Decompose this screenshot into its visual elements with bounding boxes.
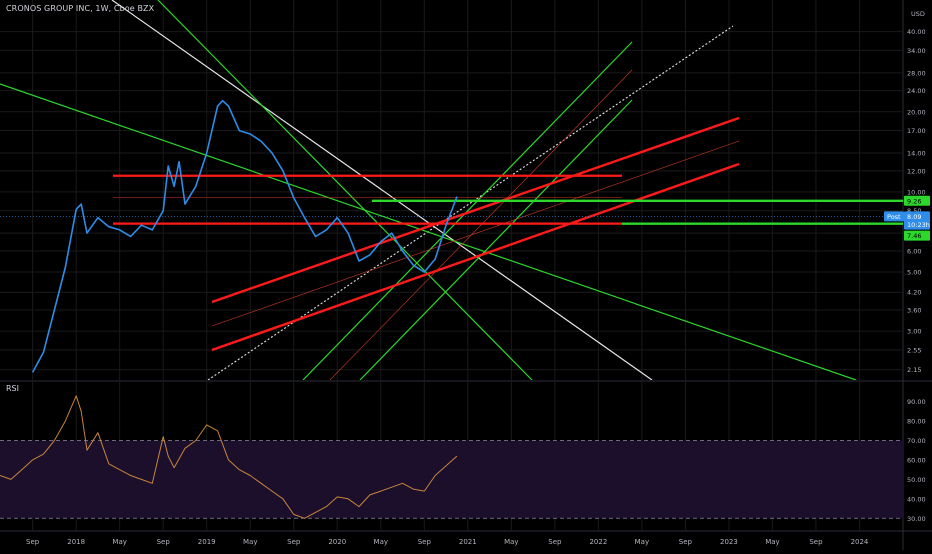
rsi-y-tick-label: 60.00 <box>907 456 926 464</box>
white-dotted-trendline <box>207 25 734 380</box>
rsi-y-tick-label: 50.00 <box>907 476 926 484</box>
trendline-group <box>0 0 903 380</box>
y-tick-label: 2.15 <box>907 366 921 374</box>
axis-layer: Sep 2018 May Sep 2019 May Sep 2020 May Sep 2021 May… <box>26 10 926 546</box>
rsi-y-tick-label: 40.00 <box>907 495 926 503</box>
y-tick-label: 17.00 <box>907 127 926 135</box>
x-tick-label: 2018 <box>67 538 85 546</box>
y-tick-label: 3.60 <box>907 307 921 315</box>
price-label-box <box>904 195 930 206</box>
x-tick-label: 2023 <box>720 538 738 546</box>
rsi-y-tick-label: 80.00 <box>907 418 926 426</box>
x-tick-label: May <box>504 538 518 546</box>
y-tick-label: 28.00 <box>907 69 926 77</box>
y-tick-label: 40.00 <box>907 28 926 36</box>
y-tick-label: 20.00 <box>907 108 926 116</box>
x-tick-label: Sep <box>287 538 301 546</box>
y-tick-label: 3.00 <box>907 328 921 336</box>
x-tick-label: Sep <box>548 538 562 546</box>
price-label-green: 10:23h <box>904 219 930 230</box>
price-label-green: 9.26 <box>904 195 930 206</box>
y-tick-label: 2.55 <box>907 346 921 354</box>
y-tick-label: 24.00 <box>907 87 926 95</box>
green-rising-trendline <box>359 99 633 380</box>
trendline-layer <box>0 0 903 380</box>
green-steep-trendline <box>157 0 533 380</box>
price-label-text: Post <box>887 213 901 221</box>
red-rising-trendline <box>211 116 740 304</box>
rsi-y-tick-label: 90.00 <box>907 398 926 406</box>
x-tick-label: May <box>765 538 779 546</box>
rsi-series-line <box>0 395 458 519</box>
price-label-box <box>904 211 930 222</box>
price-label-post: Post <box>884 211 904 222</box>
price-series-line <box>31 99 458 373</box>
x-tick-label: 2022 <box>589 538 607 546</box>
red-rising-trendline <box>211 162 740 352</box>
y-tick-label: 14.00 <box>907 150 926 158</box>
price-label-layer: 9.26 8.09 Post 10:23h 7.46 <box>884 195 930 241</box>
y-tick-label: 8.50 <box>907 207 921 215</box>
price-label-text: 7.46 <box>907 232 921 240</box>
x-tick-label: May <box>374 538 388 546</box>
x-tick-label: May <box>112 538 126 546</box>
price-label-price: 8.09 <box>904 211 930 222</box>
thin-red-trendline <box>211 140 740 327</box>
rsi-y-tick-label: 30.00 <box>907 515 926 523</box>
x-tick-label: 2024 <box>851 538 869 546</box>
x-tick-label: Sep <box>418 538 432 546</box>
currency-label: USD <box>911 10 925 18</box>
white-trendline <box>111 0 653 380</box>
y-tick-label: 12.00 <box>907 167 926 175</box>
rsi-y-tick-label: 70.00 <box>907 437 926 445</box>
price-label-green: 7.46 <box>904 230 930 241</box>
green-long-trendline <box>0 83 857 380</box>
green-rising-trendline <box>302 41 633 380</box>
y-tick-label: 6.00 <box>907 247 921 255</box>
price-label-box <box>904 219 930 230</box>
price-label-text: 10:23h <box>907 221 930 229</box>
y-tick-label: 5.00 <box>907 269 921 277</box>
rsi-title: RSI <box>6 384 19 393</box>
x-tick-label: 2020 <box>328 538 346 546</box>
series-layer <box>0 99 458 519</box>
price-label-text: 9.26 <box>907 197 921 205</box>
rsi-band-layer <box>0 440 903 519</box>
price-label-text: 8.09 <box>907 213 921 221</box>
y-tick-label: 34.00 <box>907 47 926 55</box>
x-tick-label: 2019 <box>198 538 216 546</box>
price-label-box <box>904 230 930 241</box>
chart-title: CRONOS GROUP INC, 1W, Cboe BZX <box>6 4 155 13</box>
x-tick-label: Sep <box>157 538 171 546</box>
y-tick-label: 4.20 <box>907 289 921 297</box>
x-tick-label: May <box>635 538 649 546</box>
price-label-box <box>884 211 904 222</box>
x-tick-label: Sep <box>679 538 693 546</box>
x-tick-label: May <box>243 538 257 546</box>
y-tick-label: 10.00 <box>907 188 926 196</box>
thin-red-trendline <box>329 69 633 380</box>
rsi-band <box>0 440 903 519</box>
x-tick-label: Sep <box>809 538 823 546</box>
x-tick-label: 2021 <box>459 538 477 546</box>
x-tick-label: Sep <box>26 538 40 546</box>
